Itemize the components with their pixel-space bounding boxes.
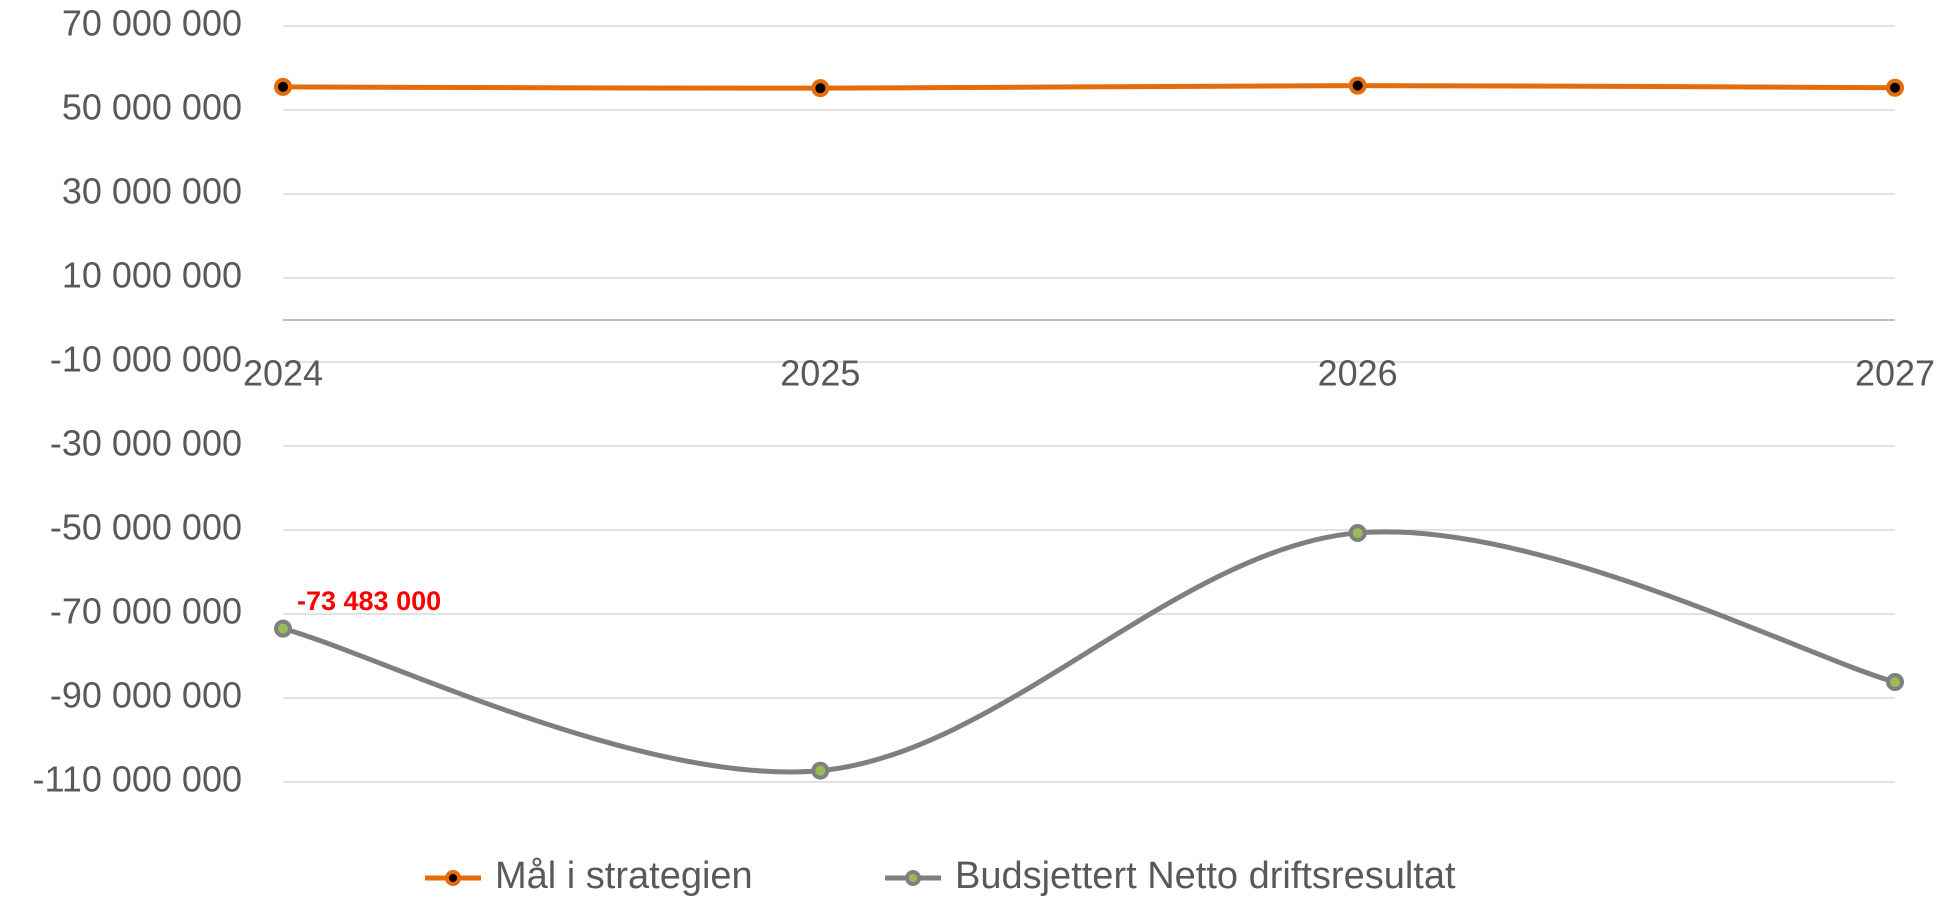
x-tick-label: 2025 — [780, 353, 860, 394]
x-tick-label: 2024 — [243, 353, 323, 394]
legend-label: Mål i strategien — [495, 855, 753, 897]
y-tick-label: 50 000 000 — [62, 87, 242, 128]
y-tick-label: -30 000 000 — [50, 423, 242, 464]
x-tick-label: 2026 — [1318, 353, 1398, 394]
legend-marker — [445, 870, 461, 886]
point-marker — [1348, 523, 1367, 542]
y-tick-label: -70 000 000 — [50, 591, 242, 632]
x-tick-label: 2027 — [1855, 353, 1935, 394]
point-marker — [274, 77, 292, 96]
y-tick-label: 10 000 000 — [62, 255, 242, 296]
point-marker — [1348, 76, 1367, 95]
y-tick-label: -10 000 000 — [50, 339, 242, 380]
point-marker — [274, 619, 292, 638]
data-label: -73 483 000 — [297, 586, 441, 616]
y-tick-label: 30 000 000 — [62, 171, 242, 212]
legend-marker — [905, 870, 921, 886]
series-line — [280, 83, 1898, 91]
point-marker — [1886, 673, 1904, 692]
y-tick-label: 70 000 000 — [62, 3, 242, 44]
y-tick-label: -50 000 000 — [50, 507, 242, 548]
y-tick-label: -90 000 000 — [50, 675, 242, 716]
point-marker — [811, 79, 830, 98]
point-marker — [1886, 78, 1904, 97]
y-tick-label: -110 000 000 — [32, 759, 242, 800]
legend-label: Budsjettert Netto driftsresultat — [955, 855, 1456, 897]
point-marker — [811, 761, 830, 780]
series-line — [280, 529, 1898, 775]
